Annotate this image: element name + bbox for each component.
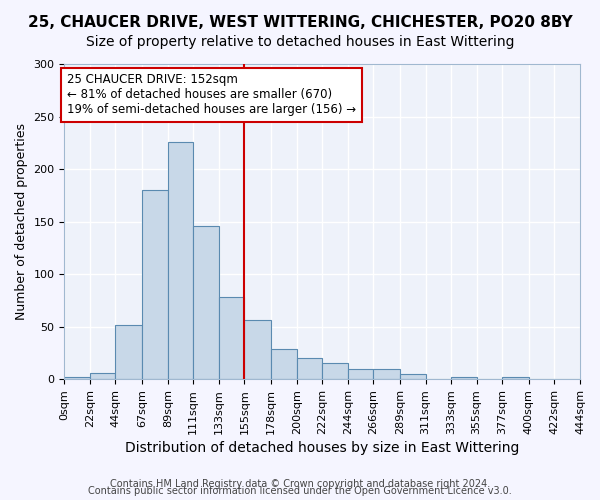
Bar bbox=[400, 374, 425, 379]
Text: 25 CHAUCER DRIVE: 152sqm
← 81% of detached houses are smaller (670)
19% of semi-: 25 CHAUCER DRIVE: 152sqm ← 81% of detach… bbox=[67, 74, 356, 116]
Bar bbox=[90, 373, 115, 379]
Bar bbox=[348, 368, 373, 379]
Bar bbox=[193, 226, 219, 379]
Bar bbox=[271, 348, 296, 379]
Text: Size of property relative to detached houses in East Wittering: Size of property relative to detached ho… bbox=[86, 35, 514, 49]
Bar bbox=[451, 377, 476, 379]
Text: Contains public sector information licensed under the Open Government Licence v3: Contains public sector information licen… bbox=[88, 486, 512, 496]
Bar bbox=[373, 368, 400, 379]
Bar bbox=[142, 190, 168, 379]
Bar bbox=[168, 142, 193, 379]
Bar bbox=[322, 364, 348, 379]
Y-axis label: Number of detached properties: Number of detached properties bbox=[15, 123, 28, 320]
Text: Contains HM Land Registry data © Crown copyright and database right 2024.: Contains HM Land Registry data © Crown c… bbox=[110, 479, 490, 489]
Bar bbox=[115, 324, 142, 379]
Bar bbox=[296, 358, 322, 379]
X-axis label: Distribution of detached houses by size in East Wittering: Distribution of detached houses by size … bbox=[125, 441, 520, 455]
Bar bbox=[244, 320, 271, 379]
Bar bbox=[502, 377, 529, 379]
Bar bbox=[219, 298, 244, 379]
Bar bbox=[64, 377, 90, 379]
Text: 25, CHAUCER DRIVE, WEST WITTERING, CHICHESTER, PO20 8BY: 25, CHAUCER DRIVE, WEST WITTERING, CHICH… bbox=[28, 15, 572, 30]
